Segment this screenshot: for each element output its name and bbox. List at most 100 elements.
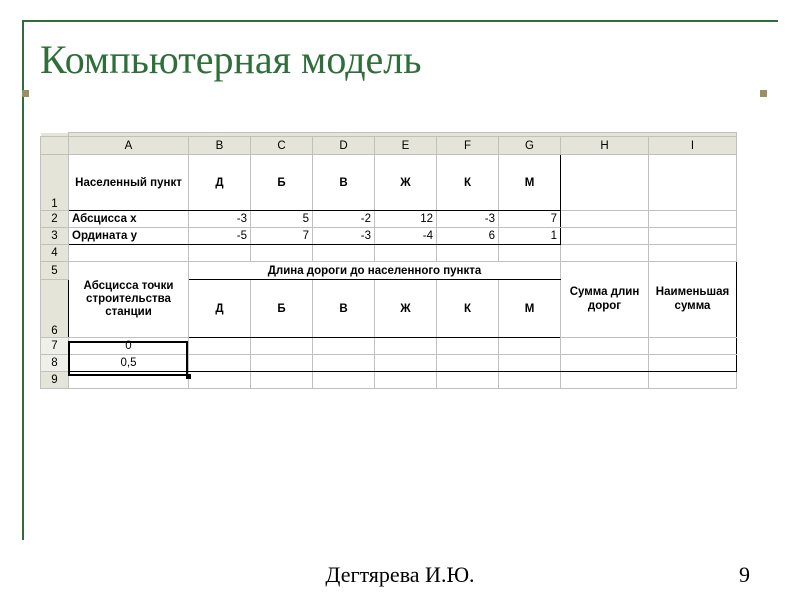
row-9[interactable]: 9 bbox=[41, 372, 737, 389]
cell-C8[interactable] bbox=[251, 355, 313, 372]
cell-G8[interactable] bbox=[499, 355, 561, 372]
cell-H7[interactable] bbox=[561, 338, 649, 355]
cell-D7[interactable] bbox=[313, 338, 375, 355]
row-header-9[interactable]: 9 bbox=[41, 372, 69, 389]
col-header-C[interactable]: C bbox=[251, 137, 313, 155]
row-header-7[interactable]: 7 bbox=[41, 338, 69, 355]
cell-G3[interactable]: 1 bbox=[499, 228, 561, 245]
cell-E6[interactable]: Ж bbox=[375, 280, 437, 338]
spreadsheet-table[interactable]: A B C D E F G H I 1 Населенный пункт Д Б… bbox=[40, 132, 737, 389]
cell-I4[interactable] bbox=[649, 245, 737, 262]
cell-A1[interactable]: Населенный пункт bbox=[69, 155, 189, 211]
row-header-5[interactable]: 5 bbox=[41, 262, 69, 280]
row-1[interactable]: 1 Населенный пункт Д Б В Ж К М bbox=[41, 155, 737, 211]
row-header-4[interactable]: 4 bbox=[41, 245, 69, 262]
cell-B7[interactable] bbox=[189, 338, 251, 355]
cell-I8[interactable] bbox=[649, 355, 737, 372]
cell-H2[interactable] bbox=[561, 211, 649, 228]
cell-B4[interactable] bbox=[189, 245, 251, 262]
row-2[interactable]: 2 Абсцисса x -3 5 -2 12 -3 7 bbox=[41, 211, 737, 228]
cell-H1[interactable] bbox=[561, 155, 649, 211]
cell-A8[interactable]: 0,5 bbox=[69, 355, 189, 372]
cell-D9[interactable] bbox=[313, 372, 375, 389]
col-header-B[interactable]: B bbox=[189, 137, 251, 155]
cell-D1[interactable]: В bbox=[313, 155, 375, 211]
cell-G4[interactable] bbox=[499, 245, 561, 262]
cell-C2[interactable]: 5 bbox=[251, 211, 313, 228]
cell-C9[interactable] bbox=[251, 372, 313, 389]
row-4[interactable]: 4 bbox=[41, 245, 737, 262]
cell-G2[interactable]: 7 bbox=[499, 211, 561, 228]
cell-D3[interactable]: -3 bbox=[313, 228, 375, 245]
corner-cell[interactable] bbox=[41, 137, 69, 155]
cell-F3[interactable]: 6 bbox=[437, 228, 499, 245]
cell-A9[interactable] bbox=[69, 372, 189, 389]
cell-G7[interactable] bbox=[499, 338, 561, 355]
cell-F4[interactable] bbox=[437, 245, 499, 262]
col-header-D[interactable]: D bbox=[313, 137, 375, 155]
cell-C4[interactable] bbox=[251, 245, 313, 262]
cell-D2[interactable]: -2 bbox=[313, 211, 375, 228]
cell-I3[interactable] bbox=[649, 228, 737, 245]
cell-B8[interactable] bbox=[189, 355, 251, 372]
cell-E4[interactable] bbox=[375, 245, 437, 262]
cell-H5H6[interactable]: Сумма длин дорог bbox=[561, 262, 649, 338]
cell-I2[interactable] bbox=[649, 211, 737, 228]
cell-H3[interactable] bbox=[561, 228, 649, 245]
col-header-E[interactable]: E bbox=[375, 137, 437, 155]
cell-I7[interactable] bbox=[649, 338, 737, 355]
cell-C3[interactable]: 7 bbox=[251, 228, 313, 245]
cell-C1[interactable]: Б bbox=[251, 155, 313, 211]
cell-A2[interactable]: Абсцисса x bbox=[69, 211, 189, 228]
cell-B9[interactable] bbox=[189, 372, 251, 389]
row-5[interactable]: 5 Абсцисса точки строительства станции Д… bbox=[41, 262, 737, 280]
cell-A3[interactable]: Ордината y bbox=[69, 228, 189, 245]
row-header-8[interactable]: 8 bbox=[41, 355, 69, 372]
cell-B2[interactable]: -3 bbox=[189, 211, 251, 228]
cell-F6[interactable]: К bbox=[437, 280, 499, 338]
cell-I9[interactable] bbox=[649, 372, 737, 389]
col-header-F[interactable]: F bbox=[437, 137, 499, 155]
row-header-1[interactable]: 1 bbox=[41, 155, 69, 211]
cell-B3[interactable]: -5 bbox=[189, 228, 251, 245]
col-header-H[interactable]: H bbox=[561, 137, 649, 155]
row-8[interactable]: 8 0,5 bbox=[41, 355, 737, 372]
cell-F2[interactable]: -3 bbox=[437, 211, 499, 228]
cell-A7[interactable]: 0 bbox=[69, 338, 189, 355]
cell-D8[interactable] bbox=[313, 355, 375, 372]
cell-C6[interactable]: Б bbox=[251, 280, 313, 338]
col-header-G[interactable]: G bbox=[499, 137, 561, 155]
cell-F8[interactable] bbox=[437, 355, 499, 372]
cell-H9[interactable] bbox=[561, 372, 649, 389]
cell-E8[interactable] bbox=[375, 355, 437, 372]
cell-E2[interactable]: 12 bbox=[375, 211, 437, 228]
row-header-6[interactable]: 6 bbox=[41, 280, 69, 338]
cell-G6[interactable]: М bbox=[499, 280, 561, 338]
cell-G9[interactable] bbox=[499, 372, 561, 389]
cell-E9[interactable] bbox=[375, 372, 437, 389]
cell-H8[interactable] bbox=[561, 355, 649, 372]
cell-B6[interactable]: Д bbox=[189, 280, 251, 338]
cell-C7[interactable] bbox=[251, 338, 313, 355]
col-header-A[interactable]: A bbox=[69, 137, 189, 155]
cell-H4[interactable] bbox=[561, 245, 649, 262]
column-header-row[interactable]: A B C D E F G H I bbox=[41, 137, 737, 155]
cell-D4[interactable] bbox=[313, 245, 375, 262]
row-3[interactable]: 3 Ордината y -5 7 -3 -4 6 1 bbox=[41, 228, 737, 245]
cell-A5A6[interactable]: Абсцисса точки строительства станции bbox=[69, 262, 189, 338]
cell-E1[interactable]: Ж bbox=[375, 155, 437, 211]
col-header-I[interactable]: I bbox=[649, 137, 737, 155]
cell-B1[interactable]: Д bbox=[189, 155, 251, 211]
row-7[interactable]: 7 0 bbox=[41, 338, 737, 355]
cell-A4[interactable] bbox=[69, 245, 189, 262]
cell-D6[interactable]: В bbox=[313, 280, 375, 338]
cell-G1[interactable]: М bbox=[499, 155, 561, 211]
fill-handle[interactable] bbox=[186, 374, 191, 379]
cell-I1[interactable] bbox=[649, 155, 737, 211]
cell-E3[interactable]: -4 bbox=[375, 228, 437, 245]
row-header-2[interactable]: 2 bbox=[41, 211, 69, 228]
row-header-3[interactable]: 3 bbox=[41, 228, 69, 245]
cell-F7[interactable] bbox=[437, 338, 499, 355]
cell-E7[interactable] bbox=[375, 338, 437, 355]
cell-B5G5-merged[interactable]: Длина дороги до населенного пункта bbox=[189, 262, 561, 280]
